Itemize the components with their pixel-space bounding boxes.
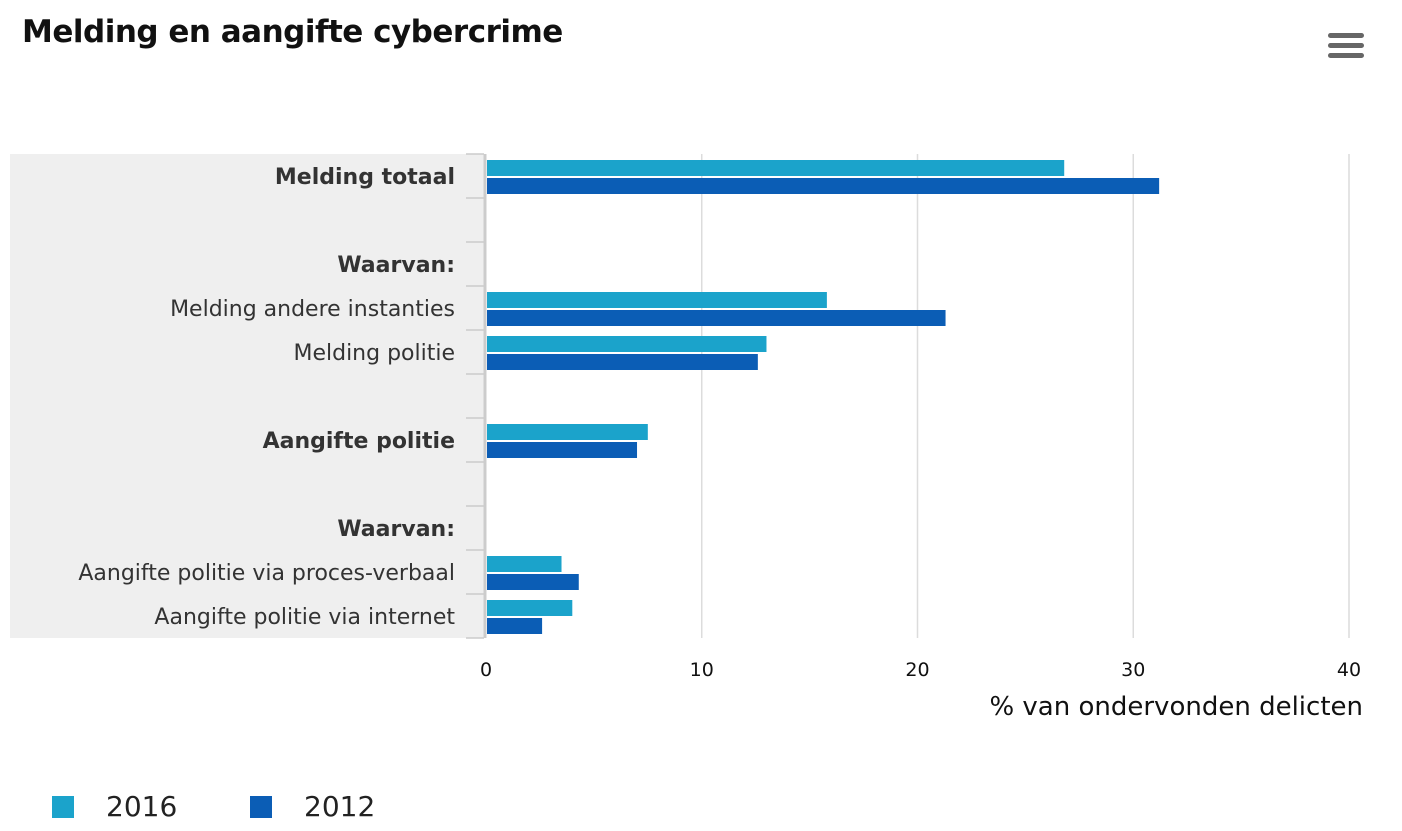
- bar-2016: [487, 600, 573, 616]
- bar-2016: [487, 160, 1065, 176]
- category-label: Melding andere instanties: [170, 297, 455, 322]
- x-tick-label: 40: [1337, 659, 1361, 681]
- bar-2016: [487, 424, 648, 440]
- bar-2012: [487, 574, 579, 590]
- legend-item-2012[interactable]: 2012: [250, 790, 375, 823]
- bar-2016: [487, 556, 562, 572]
- bar-2012: [487, 310, 946, 326]
- legend-item-2016[interactable]: 2016: [52, 790, 177, 823]
- bar-2012: [487, 442, 638, 458]
- category-label: Waarvan:: [337, 517, 455, 542]
- category-label: Melding politie: [293, 341, 455, 366]
- legend-swatch: [52, 795, 74, 818]
- hamburger-menu-icon[interactable]: [1328, 33, 1364, 61]
- bar-2012: [487, 178, 1160, 194]
- x-tick-label: 30: [1121, 659, 1145, 681]
- bar-2012: [487, 618, 543, 634]
- x-axis-title: % van ondervonden delicten: [989, 692, 1363, 722]
- category-label: Melding totaal: [275, 165, 455, 190]
- bar-2012: [487, 354, 758, 370]
- legend-label: 2016: [106, 790, 178, 823]
- legend-swatch: [250, 795, 272, 818]
- x-tick-label: 20: [905, 659, 929, 681]
- chart-title: Melding en aangifte cybercrime: [22, 14, 563, 50]
- category-band: [10, 154, 486, 638]
- bar-chart: 0 10 20 30 40 % van ondervonden delicten Meldi…: [10, 153, 1363, 722]
- legend-label: 2012: [304, 790, 376, 823]
- x-tick-label: 0: [480, 659, 492, 681]
- category-label: Aangifte politie: [263, 429, 455, 454]
- bar-2016: [487, 336, 767, 352]
- category-label: Waarvan:: [337, 253, 455, 278]
- x-tick-label: 10: [690, 659, 714, 681]
- bar-2016: [487, 292, 827, 308]
- category-label: Aangifte politie via proces-verbaal: [78, 561, 455, 586]
- category-label: Aangifte politie via internet: [154, 605, 455, 630]
